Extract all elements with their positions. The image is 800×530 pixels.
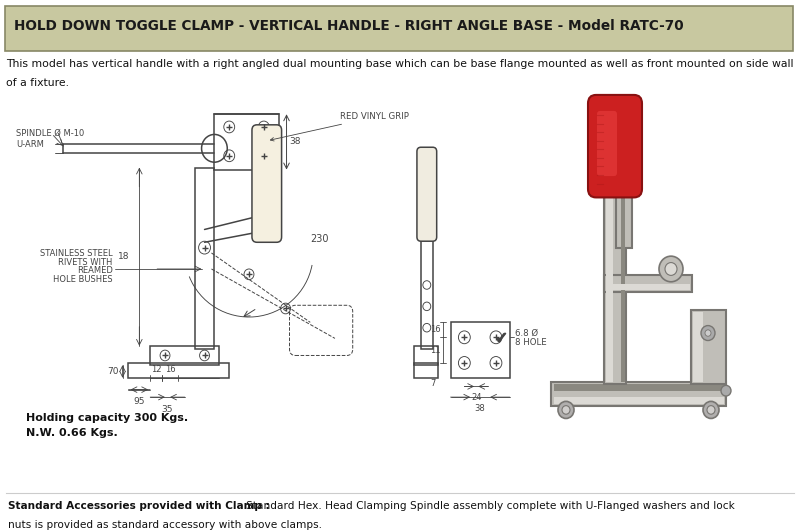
- Text: This model has vertical handle with a right angled dual mounting base which can : This model has vertical handle with a ri…: [6, 59, 794, 69]
- Text: nuts is provided as standard accessory with above clamps.: nuts is provided as standard accessory w…: [8, 520, 322, 530]
- Bar: [414, 363, 438, 378]
- Bar: [691, 310, 726, 384]
- Text: 8 HOLE: 8 HOLE: [514, 338, 546, 347]
- FancyBboxPatch shape: [252, 125, 282, 242]
- Bar: [616, 189, 632, 248]
- Bar: [606, 284, 690, 290]
- Text: 230: 230: [310, 234, 329, 244]
- Bar: [5, 6, 793, 51]
- Bar: [554, 397, 724, 403]
- Circle shape: [705, 330, 711, 336]
- Text: HOLD DOWN TOGGLE CLAMP - VERTICAL HANDLE - RIGHT ANGLE BASE - Model RATC-70: HOLD DOWN TOGGLE CLAMP - VERTICAL HANDLE…: [14, 19, 684, 33]
- Circle shape: [558, 401, 574, 419]
- FancyBboxPatch shape: [597, 111, 617, 176]
- Text: 18: 18: [118, 252, 130, 261]
- Text: 38: 38: [290, 137, 301, 146]
- Text: of a fixture.: of a fixture.: [6, 78, 70, 88]
- Bar: [693, 312, 703, 382]
- Bar: [606, 187, 613, 382]
- Text: 16: 16: [165, 365, 175, 374]
- Text: 12: 12: [151, 365, 162, 374]
- Bar: [194, 167, 214, 349]
- Text: 6.8 Ø: 6.8 Ø: [514, 329, 538, 338]
- Bar: [604, 187, 626, 384]
- Text: 95: 95: [134, 397, 145, 406]
- Circle shape: [703, 401, 719, 419]
- Text: Standard Hex. Head Clamping Spindle assembly complete with U-Flanged washers and: Standard Hex. Head Clamping Spindle asse…: [246, 501, 734, 511]
- Text: RIVETS WITH: RIVETS WITH: [58, 258, 113, 267]
- Text: 38: 38: [474, 403, 486, 412]
- FancyBboxPatch shape: [588, 95, 642, 198]
- Text: HOLE BUSHES: HOLE BUSHES: [53, 275, 113, 284]
- Text: REAMED: REAMED: [77, 266, 113, 275]
- Bar: [621, 187, 625, 382]
- Text: 35: 35: [162, 404, 173, 413]
- Text: RED VINYL GRIP: RED VINYL GRIP: [270, 112, 409, 141]
- Text: Holding capacity 300 Kgs.: Holding capacity 300 Kgs.: [26, 413, 188, 423]
- Bar: [421, 234, 433, 349]
- Text: SPINDLE Ø M-10: SPINDLE Ø M-10: [16, 129, 84, 138]
- Circle shape: [562, 405, 570, 414]
- Text: 70: 70: [107, 367, 118, 376]
- Text: 16: 16: [430, 325, 441, 334]
- Text: Standard Accessories provided with Clamp :: Standard Accessories provided with Clamp…: [8, 501, 274, 511]
- FancyBboxPatch shape: [417, 147, 437, 241]
- Bar: [604, 276, 692, 293]
- Circle shape: [659, 256, 683, 282]
- Circle shape: [721, 385, 731, 396]
- Bar: [129, 363, 230, 378]
- Bar: [150, 346, 219, 365]
- Circle shape: [707, 405, 715, 414]
- Circle shape: [665, 262, 677, 276]
- Text: 7: 7: [430, 379, 435, 388]
- Text: 11: 11: [430, 346, 441, 355]
- Circle shape: [701, 325, 715, 340]
- Bar: [554, 384, 724, 391]
- Bar: [414, 346, 438, 365]
- Bar: [450, 322, 510, 378]
- Bar: [551, 382, 726, 405]
- Text: 24: 24: [471, 393, 482, 402]
- Text: N.W. 0.66 Kgs.: N.W. 0.66 Kgs.: [26, 428, 118, 438]
- Bar: [214, 114, 278, 170]
- Bar: [608, 183, 622, 196]
- Text: STAINLESS STEEL: STAINLESS STEEL: [40, 249, 113, 258]
- Text: U-ARM: U-ARM: [16, 139, 44, 148]
